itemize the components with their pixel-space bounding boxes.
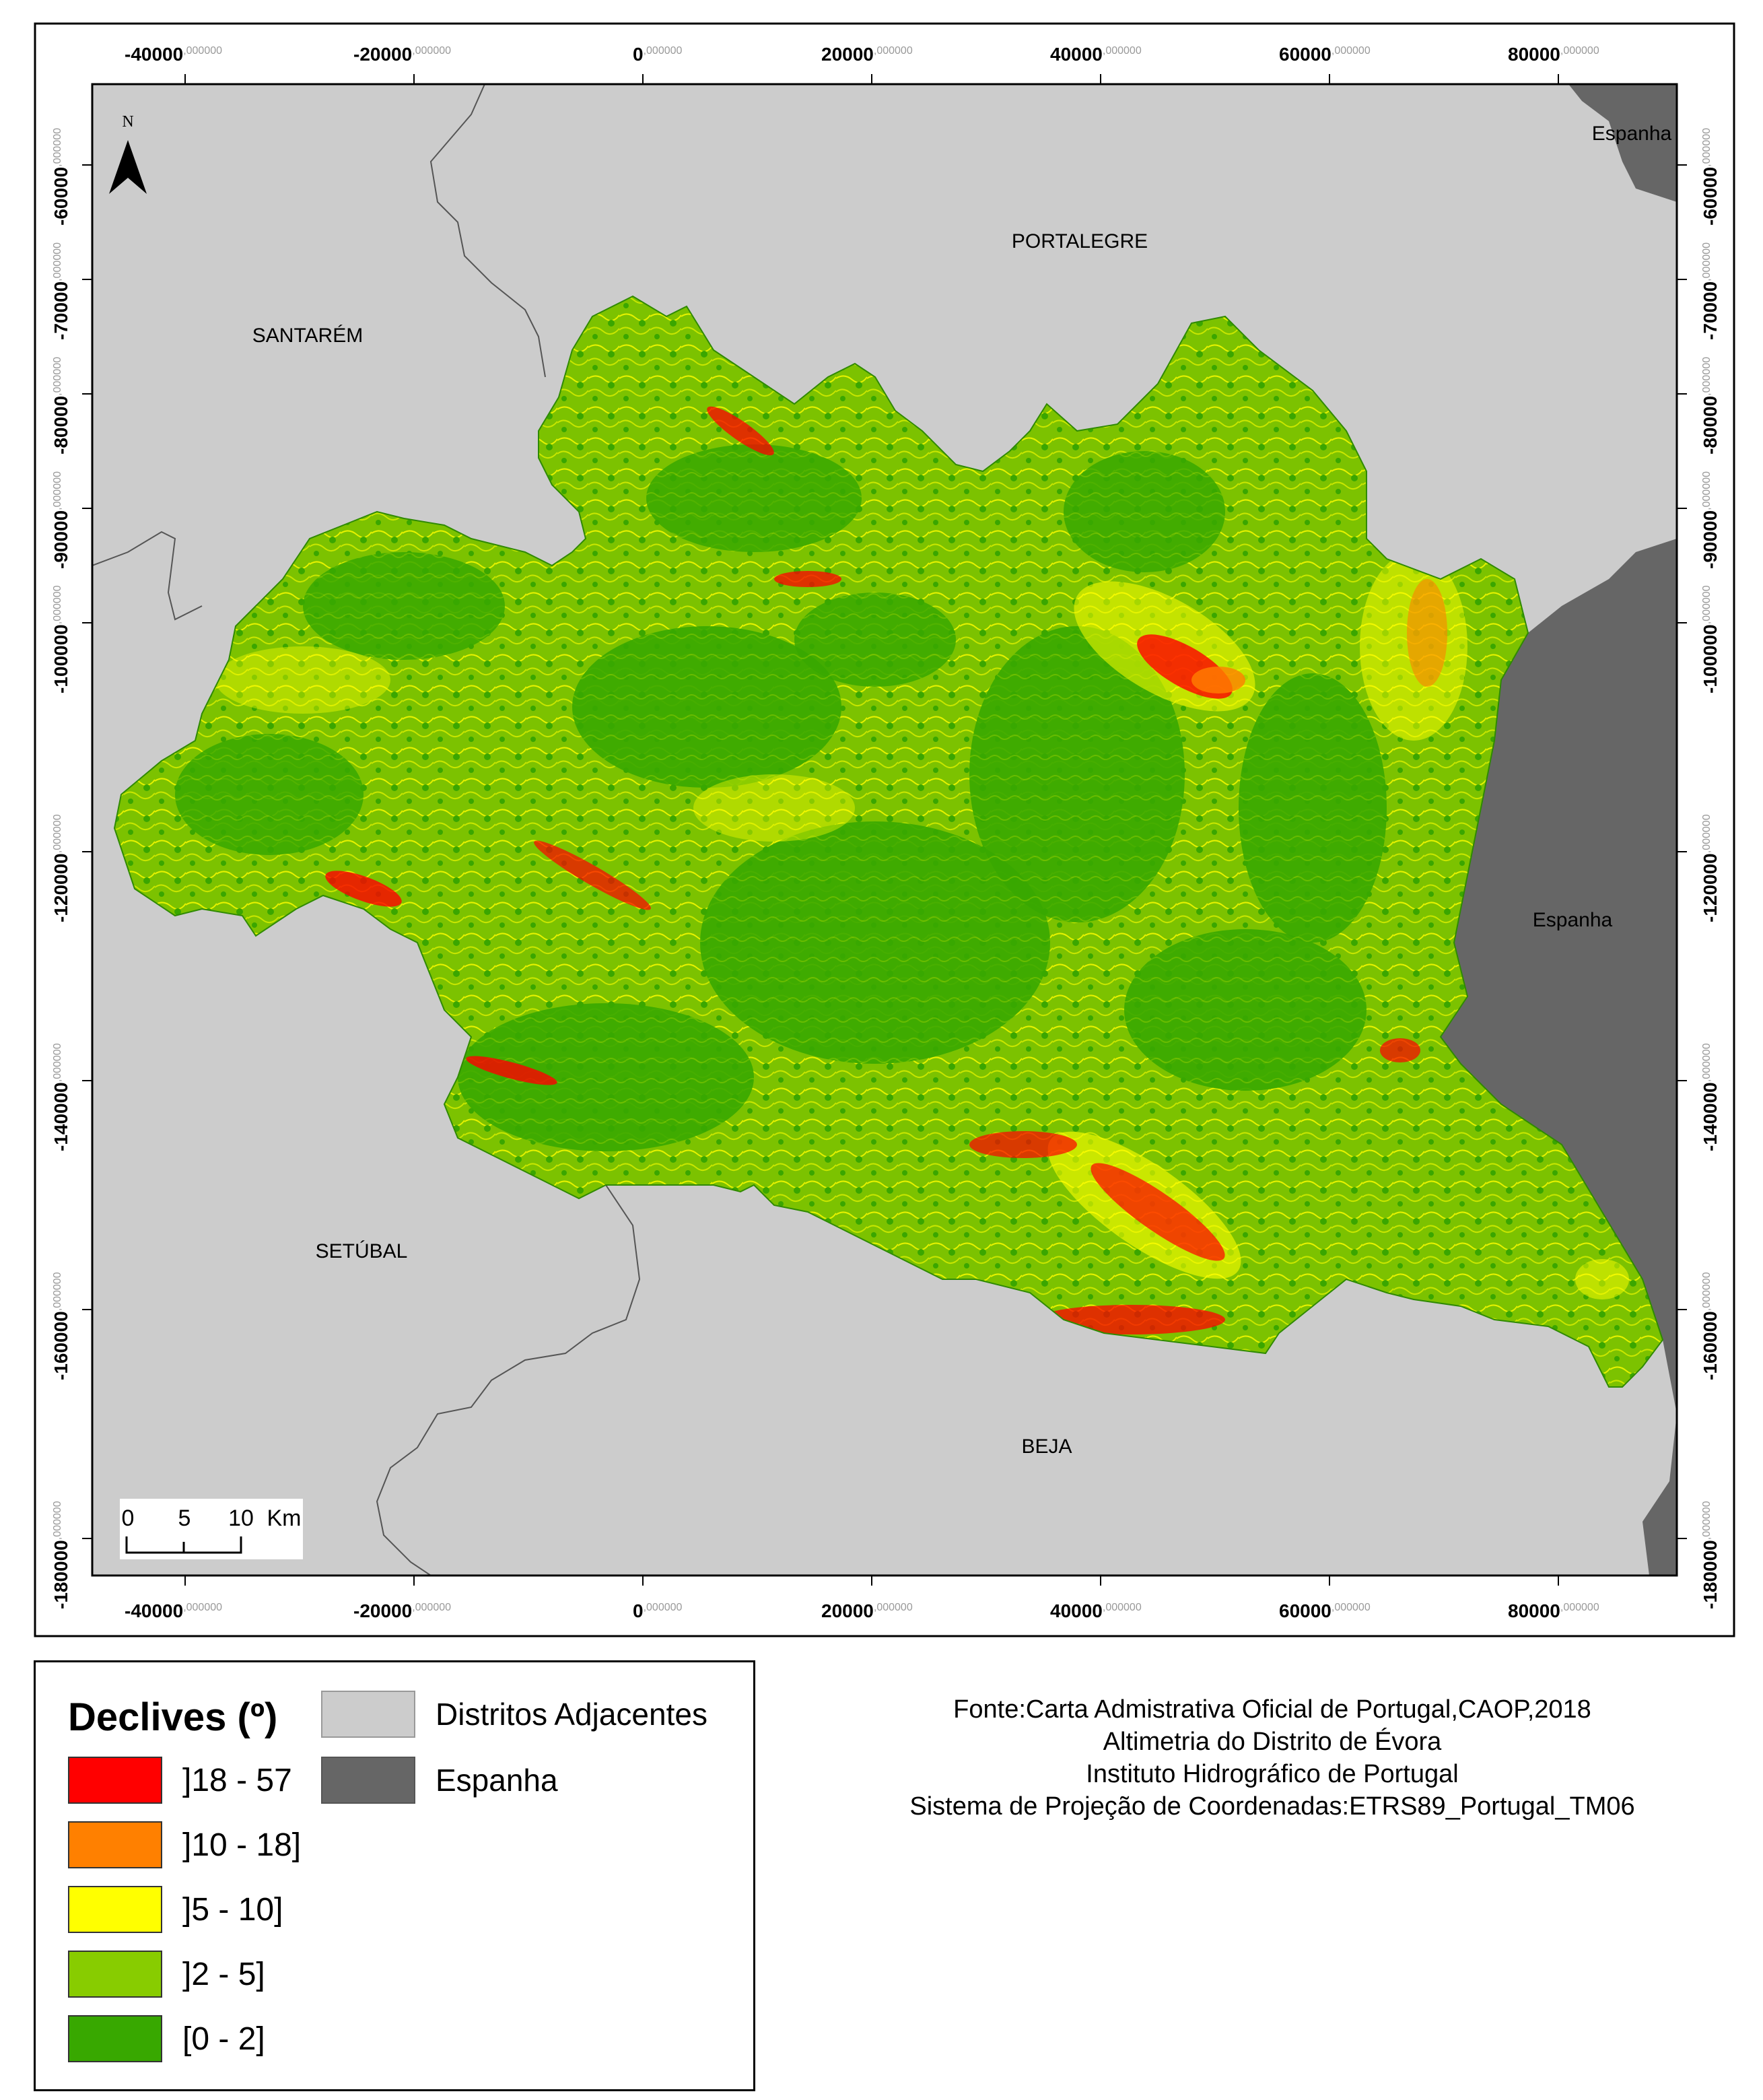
y-tick-label-left: -70000,000000 <box>50 242 71 340</box>
scale-tick-10: 10 <box>228 1505 254 1531</box>
source-line-3: Instituto Hidrográfico de Portugal <box>1086 1760 1459 1788</box>
y-tick-label-right: -60000,000000 <box>1700 128 1721 226</box>
north-arrow-icon: N <box>109 113 147 194</box>
district-border-setubal-beja <box>376 1184 641 1576</box>
legend-label-18-57: ]18 - 57 <box>182 1763 292 1798</box>
legend-swatch-10-18 <box>68 1821 162 1868</box>
y-axis-labels-right: -60000,000000 -70000,000000 -80000,000000 -… <box>1700 128 1721 1609</box>
legend-label-adjacent-districts: Distritos Adjacentes <box>436 1697 707 1732</box>
legend-swatch-18-57 <box>68 1757 162 1804</box>
y-tick-label-left: -80000,000000 <box>50 357 71 454</box>
tick-marks <box>82 74 1687 1586</box>
legend-swatch-5-10 <box>68 1886 162 1933</box>
y-tick-label-left: -180000,000000 <box>50 1501 71 1609</box>
evora-slope-raster <box>114 296 1663 1388</box>
legend-label-5-10: ]5 - 10] <box>182 1892 283 1928</box>
x-axis-labels-top: -40000,000000 -20000,000000 0,000000 20000,… <box>125 44 1599 65</box>
spain-area <box>1441 84 1677 1576</box>
y-tick-label-right: -160000,000000 <box>1700 1272 1721 1380</box>
legend-swatch-2-5 <box>68 1951 162 1998</box>
label-setubal: SETÚBAL <box>316 1240 408 1262</box>
legend-swatch-0-2 <box>68 2015 162 2062</box>
legend-label-0-2: [0 - 2] <box>182 2021 265 2057</box>
legend-label-spain: Espanha <box>436 1763 558 1798</box>
legend: Declives (º) ]18 - 57 ]10 - 18] ]5 - 10]… <box>34 1660 755 2091</box>
map-frame: -40000,000000 -20000,000000 0,000000 20000,… <box>34 22 1735 1637</box>
north-label: N <box>122 113 133 131</box>
y-tick-label-left: -140000,000000 <box>50 1043 71 1151</box>
x-tick-label-bottom: 20000,000000 <box>821 1600 913 1621</box>
x-tick-label-top: 60000,000000 <box>1279 44 1371 65</box>
district-border-santarem-setubal <box>92 531 203 621</box>
y-tick-label-right: -90000,000000 <box>1700 471 1721 569</box>
x-tick-label-bottom: 0,000000 <box>633 1600 683 1621</box>
map-area <box>92 84 1677 1576</box>
scale-tick-0: 0 <box>122 1505 135 1531</box>
y-tick-label-right: -70000,000000 <box>1700 242 1721 340</box>
legend-swatch-adjacent-districts <box>321 1691 415 1738</box>
scale-unit: Km <box>267 1505 302 1531</box>
y-tick-label-left: -160000,000000 <box>50 1272 71 1380</box>
x-tick-label-top: -20000,000000 <box>353 44 451 65</box>
y-tick-label-left: -120000,000000 <box>50 814 71 922</box>
y-tick-label-right: -140000,000000 <box>1700 1043 1721 1151</box>
y-tick-label-right: -180000,000000 <box>1700 1501 1721 1609</box>
legend-label-10-18: ]10 - 18] <box>182 1827 302 1863</box>
y-axis-labels-left: -60000,000000 -70000,000000 -80000,000000 -… <box>50 128 71 1609</box>
source-line-1: Fonte:Carta Admistrativa Oficial de Port… <box>953 1695 1591 1724</box>
x-tick-label-top: -40000,000000 <box>125 44 222 65</box>
x-tick-label-bottom: -20000,000000 <box>353 1600 451 1621</box>
x-tick-label-top: 0,000000 <box>633 44 683 65</box>
scale-bar: 0 5 10 Km <box>120 1499 303 1559</box>
label-santarem: SANTARÉM <box>252 325 363 347</box>
legend-label-2-5: ]2 - 5] <box>182 1957 265 1992</box>
label-beja: BEJA <box>1021 1435 1072 1458</box>
y-tick-label-right: -120000,000000 <box>1700 814 1721 922</box>
source-text: Fonte:Carta Admistrativa Oficial de Port… <box>808 1693 1737 1823</box>
source-line-2: Altimetria do Distrito de Évora <box>1103 1728 1442 1756</box>
x-tick-label-top: 20000,000000 <box>821 44 913 65</box>
label-portalegre: PORTALEGRE <box>1012 230 1148 252</box>
y-tick-label-left: -60000,000000 <box>50 128 71 226</box>
legend-title: Declives (º) <box>68 1695 278 1739</box>
label-espanha-right: Espanha <box>1533 909 1613 931</box>
y-tick-label-right: -100000,000000 <box>1700 585 1721 693</box>
y-tick-label-right: -80000,000000 <box>1700 357 1721 454</box>
label-espanha-top: Espanha <box>1592 123 1672 145</box>
source-line-4: Sistema de Projeção de Coordenadas:ETRS8… <box>909 1792 1635 1821</box>
district-border-santarem-portalegre <box>429 84 546 378</box>
x-tick-label-top: 80000,000000 <box>1508 44 1599 65</box>
x-tick-label-bottom: 60000,000000 <box>1279 1600 1371 1621</box>
scale-tick-5: 5 <box>178 1505 191 1531</box>
y-tick-label-left: -90000,000000 <box>50 471 71 569</box>
x-tick-label-top: 40000,000000 <box>1050 44 1142 65</box>
x-axis-labels-bottom: -40000,000000 -20000,000000 0,000000 20000,… <box>125 1600 1599 1621</box>
x-tick-label-bottom: 80000,000000 <box>1508 1600 1599 1621</box>
x-tick-label-bottom: 40000,000000 <box>1050 1600 1142 1621</box>
y-tick-label-left: -100000,000000 <box>50 585 71 693</box>
map-neatline <box>91 83 1678 1577</box>
x-tick-label-bottom: -40000,000000 <box>125 1600 222 1621</box>
legend-swatch-spain <box>321 1757 415 1804</box>
